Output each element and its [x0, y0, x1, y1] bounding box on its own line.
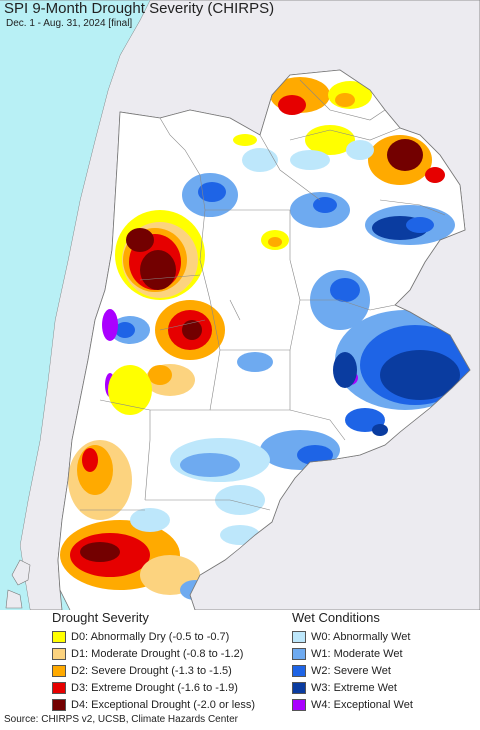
legend-label-w2: W2: Severe Wet — [311, 664, 391, 677]
swatch-w4 — [292, 698, 306, 711]
source-credit: Source: CHIRPS v2, UCSB, Climate Hazards… — [4, 714, 238, 725]
wet-legend: Wet Conditions W0: Abnormally Wet W1: Mo… — [292, 610, 480, 713]
swatch-w0 — [292, 630, 306, 643]
legend-label-d3: D3: Extreme Drought (-1.6 to -1.9) — [71, 681, 238, 694]
legend-label-d2: D2: Severe Drought (-1.3 to -1.5) — [71, 664, 232, 677]
drought-legend: Drought Severity D0: Abnormally Dry (-0.… — [52, 610, 292, 713]
swatch-d3 — [52, 681, 66, 694]
swatch-d1 — [52, 647, 66, 660]
pacific-ocean — [0, 0, 150, 610]
legend-item-w3: W3: Extreme Wet — [292, 679, 480, 696]
drought-legend-title: Drought Severity — [52, 610, 149, 625]
legend-item-w4: W4: Exceptional Wet — [292, 696, 480, 713]
legend-item-d1: D1: Moderate Drought (-0.8 to -1.2) — [52, 645, 292, 662]
legend-item-w0: W0: Abnormally Wet — [292, 628, 480, 645]
legend-item-d2: D2: Severe Drought (-1.3 to -1.5) — [52, 662, 292, 679]
admin-borders — [80, 79, 446, 511]
chile-islands — [5, 559, 31, 609]
swatch-d0 — [52, 630, 66, 643]
legend-label-d0: D0: Abnormally Dry (-0.5 to -0.7) — [71, 630, 230, 643]
legend-item-d4: D4: Exceptional Drought (-2.0 or less) — [52, 696, 292, 713]
map-subtitle: Dec. 1 - Aug. 31, 2024 [final] — [6, 18, 133, 29]
coastline — [57, 69, 471, 610]
drought-map — [0, 0, 480, 610]
swatch-w1 — [292, 647, 306, 660]
legend-label-w3: W3: Extreme Wet — [311, 681, 397, 694]
swatch-w2 — [292, 664, 306, 677]
map-title: SPI 9-Month Drought Severity (CHIRPS) — [4, 0, 275, 17]
swatch-d4 — [52, 698, 66, 711]
legend-item-w2: W2: Severe Wet — [292, 662, 480, 679]
legend-label-w4: W4: Exceptional Wet — [311, 698, 413, 711]
legend-item-w1: W1: Moderate Wet — [292, 645, 480, 662]
wet-legend-title: Wet Conditions — [292, 610, 380, 625]
legend-item-d0: D0: Abnormally Dry (-0.5 to -0.7) — [52, 628, 292, 645]
severity-patches — [60, 77, 470, 600]
analysis-land — [58, 70, 470, 610]
legend-label-d1: D1: Moderate Drought (-0.8 to -1.2) — [71, 647, 244, 660]
legend-label-d4: D4: Exceptional Drought (-2.0 or less) — [71, 698, 256, 711]
legend-item-d3: D3: Extreme Drought (-1.6 to -1.9) — [52, 679, 292, 696]
legend-label-w1: W1: Moderate Wet — [311, 647, 403, 660]
legend-label-w0: W0: Abnormally Wet — [311, 630, 411, 643]
swatch-w3 — [292, 681, 306, 694]
swatch-d2 — [52, 664, 66, 677]
